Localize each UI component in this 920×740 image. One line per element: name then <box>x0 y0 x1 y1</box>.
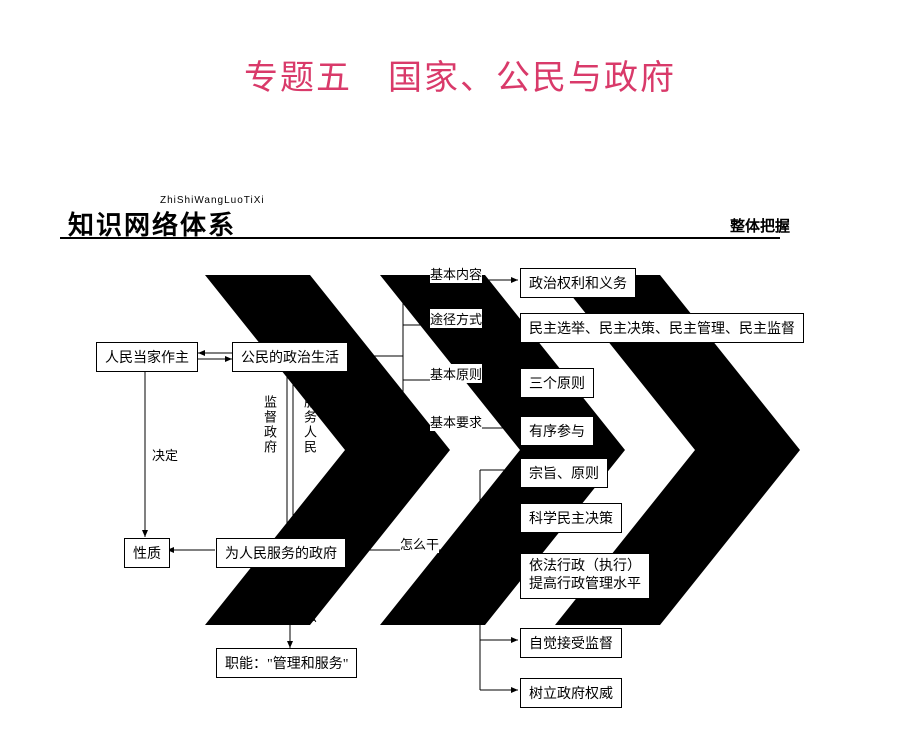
box-nature: 性质 <box>124 538 170 568</box>
section-header: ZhiShiWangLuoTiXi 知识网络体系 整体把握 <box>60 205 860 242</box>
box-orderly: 有序参与 <box>520 416 594 446</box>
box-rights-duties: 政治权利和义务 <box>520 268 636 298</box>
diagram: 人民当家作主 公民的政治生活 政治权利和义务 民主选举、民主决策、民主管理、民主… <box>0 250 920 740</box>
box-three-principles: 三个原则 <box>520 368 594 398</box>
box-serve-gov: 为人民服务的政府 <box>216 538 346 568</box>
label-what: 干什么 <box>300 580 319 625</box>
box-citizen-life: 公民的政治生活 <box>232 342 348 372</box>
box-law-admin-l2: 提高行政管理水平 <box>529 577 641 592</box>
label-basic-content: 基本内容 <box>430 264 482 283</box>
label-basic-req: 基本要求 <box>430 412 482 431</box>
box-purpose: 宗旨、原则 <box>520 458 608 488</box>
label-how: 怎么干 <box>400 534 439 553</box>
section-pinyin: ZhiShiWangLuoTiXi <box>160 195 265 206</box>
box-four-demo: 民主选举、民主决策、民主管理、民主监督 <box>520 313 804 343</box>
box-accept-super: 自觉接受监督 <box>520 628 622 658</box>
label-ways: 途径方式 <box>430 309 482 328</box>
page-title: 专题五 国家、公民与政府 <box>0 50 920 99</box>
box-gov-authority: 树立政府权威 <box>520 678 622 708</box>
box-people-master: 人民当家作主 <box>96 342 198 372</box>
box-sci-demo: 科学民主决策 <box>520 503 622 533</box>
label-basic-principle: 基本原则 <box>430 364 482 383</box>
section-right: 整体把握 <box>730 215 790 236</box>
section-underline <box>60 237 780 239</box>
label-decide: 决定 <box>152 445 178 464</box>
box-law-admin-l1: 依法行政（执行） <box>529 559 641 574</box>
label-supervise-gov: 监督政府 <box>260 395 279 455</box>
box-functions: 职能："管理和服务" <box>216 648 357 678</box>
label-serve-people: 服务人民 <box>300 395 319 455</box>
box-law-admin: 依法行政（执行） 提高行政管理水平 <box>520 553 650 599</box>
